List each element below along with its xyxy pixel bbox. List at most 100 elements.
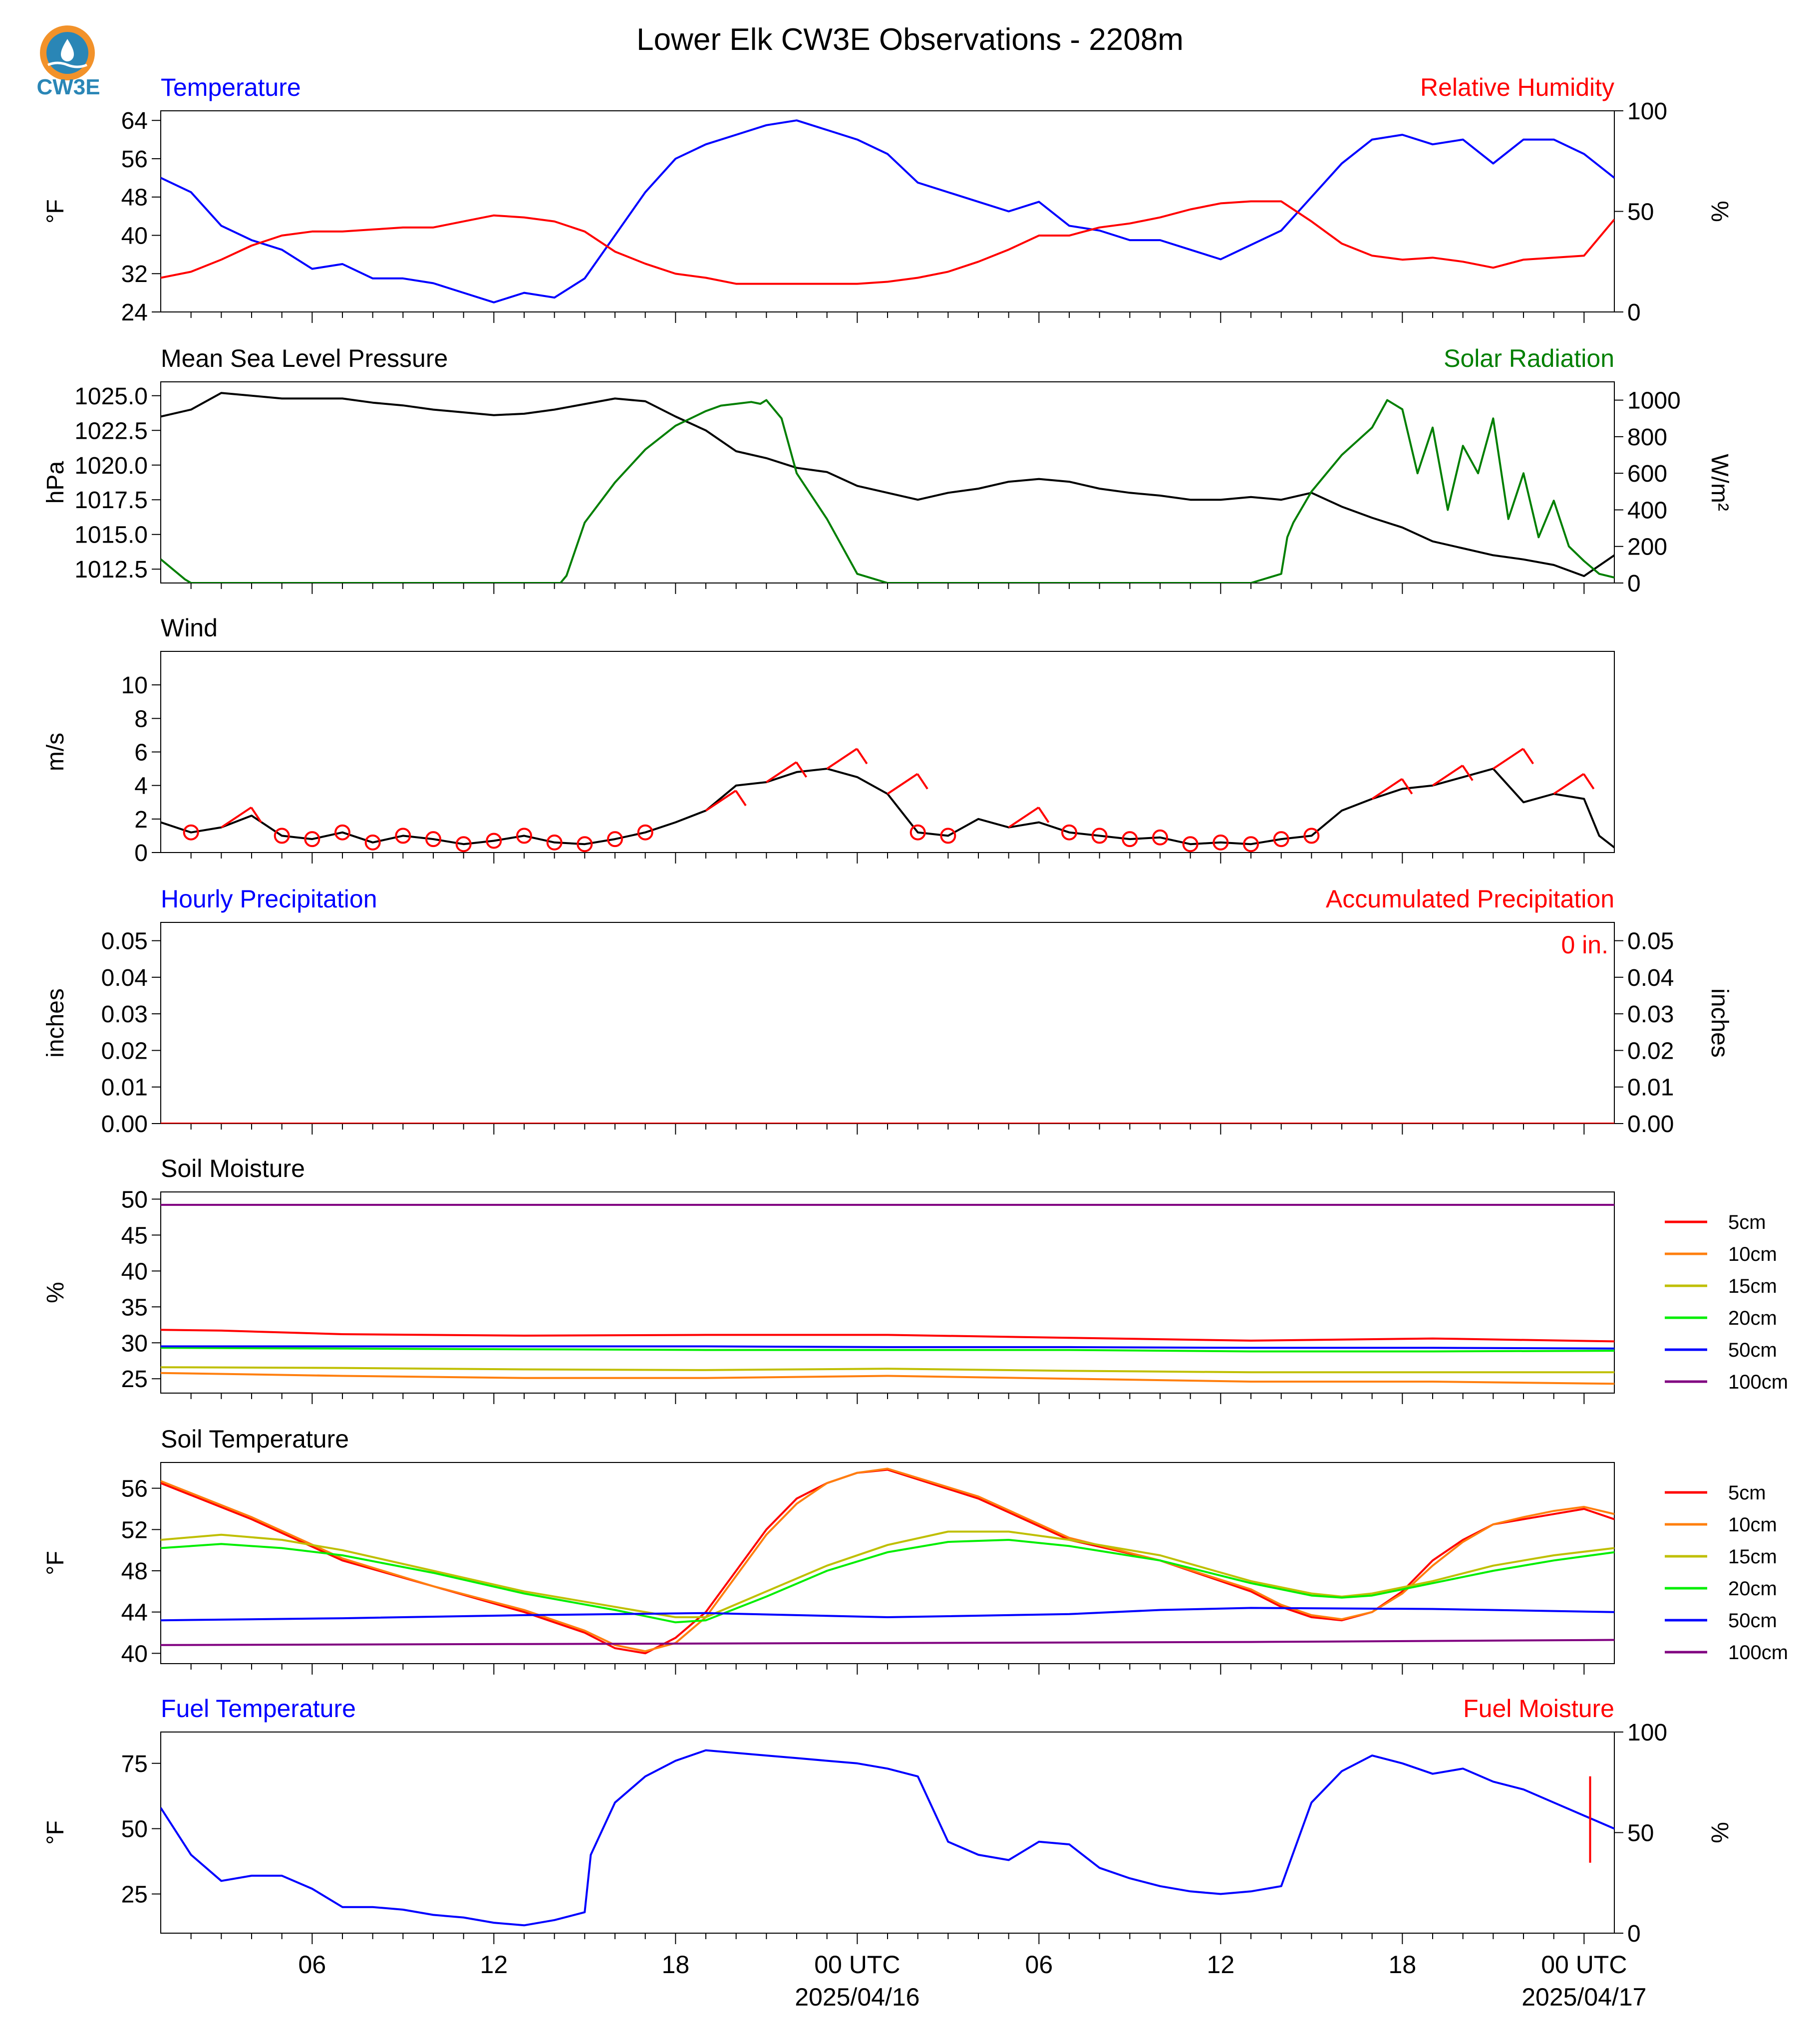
panel-frame bbox=[160, 651, 1615, 853]
wind-calm-marker bbox=[304, 831, 320, 848]
series-group bbox=[161, 1203, 1614, 1385]
panel-1: 1012.5 1015.0 1017.5 1020.0 1022.5 1025.0 0 200… bbox=[42, 344, 1733, 597]
y-axis-label: °F bbox=[42, 199, 69, 224]
y-tick-label: 1015.0 bbox=[74, 522, 148, 549]
wind-calm-marker bbox=[1182, 836, 1199, 853]
wind-barb-flag bbox=[1462, 765, 1474, 781]
y-tick-label-right: 0 bbox=[1627, 299, 1641, 326]
panel-title-left: Soil Moisture bbox=[161, 1155, 305, 1182]
y-tick-label-right: 100 bbox=[1627, 98, 1667, 125]
x-tick-label: 18 bbox=[662, 1951, 690, 1979]
wind-calm-marker bbox=[607, 831, 623, 848]
y-tick-label: 10 bbox=[121, 672, 148, 699]
series-group bbox=[161, 1749, 1614, 1927]
wind-barb bbox=[1553, 773, 1584, 795]
panel-title-right: Solar Radiation bbox=[1444, 344, 1614, 372]
wind-calm-marker bbox=[1152, 829, 1168, 846]
panel-5: 40 44 48 52 56 °F Soil Temperature 5cm 10cm 15cm 2… bbox=[42, 1425, 1788, 1675]
y-tick-label-right: 0.05 bbox=[1627, 928, 1674, 955]
legend-label: 20cm bbox=[1728, 1578, 1777, 1600]
y-tick-label: 45 bbox=[121, 1222, 148, 1249]
wind-barb-flag bbox=[856, 748, 868, 765]
panel-title-left: Hourly Precipitation bbox=[161, 885, 377, 913]
wind-calm-marker bbox=[1213, 834, 1229, 851]
y-tick-label: 40 bbox=[121, 1641, 148, 1667]
x-date-label: 2025/04/17 bbox=[1521, 1983, 1646, 2011]
y-axis-label-right: W/m² bbox=[1706, 454, 1733, 511]
legend-label: 5cm bbox=[1728, 1482, 1766, 1504]
y-tick-label: 6 bbox=[134, 740, 148, 766]
wind-barb bbox=[1432, 765, 1464, 787]
panel-frame bbox=[160, 381, 1615, 583]
wind-calm-marker bbox=[577, 836, 593, 853]
accum-precip-value: 0 in. bbox=[1561, 931, 1608, 959]
y-axis-label-right: % bbox=[1706, 201, 1733, 222]
logo-wave-icon bbox=[47, 61, 87, 68]
legend-label: 50cm bbox=[1728, 1339, 1777, 1361]
series-line-solar-radiation bbox=[161, 399, 1614, 583]
wind-calm-marker bbox=[1243, 836, 1259, 853]
y-tick-label-right: 400 bbox=[1627, 497, 1667, 524]
y-tick-label: 2 bbox=[134, 807, 148, 833]
series-line-mean-sea-level-pressure bbox=[161, 392, 1614, 578]
y-tick-label: 56 bbox=[121, 1476, 148, 1502]
y-tick-label: 48 bbox=[121, 185, 148, 211]
panel-title-right: Relative Humidity bbox=[1420, 73, 1614, 101]
y-tick-label: 4 bbox=[134, 773, 148, 800]
wind-calm-marker bbox=[274, 828, 290, 844]
wind-calm-marker bbox=[1061, 824, 1077, 841]
wind-barb bbox=[887, 773, 918, 795]
wind-barb-flag bbox=[795, 761, 807, 778]
y-tick-label: 35 bbox=[121, 1294, 148, 1321]
wind-barb-flag bbox=[1522, 748, 1534, 765]
panel-6: 25 50 75 0 50 100 °F % Fuel Temperature Fuel Mois… bbox=[42, 1695, 1733, 1947]
y-tick-label-right: 800 bbox=[1627, 424, 1667, 451]
y-tick-label: 48 bbox=[121, 1558, 148, 1585]
y-tick-label: 40 bbox=[121, 1258, 148, 1285]
panel-frame bbox=[160, 922, 1615, 1124]
wind-barb bbox=[766, 761, 797, 783]
wind-calm-marker bbox=[395, 828, 411, 844]
y-tick-label-right: 0.04 bbox=[1627, 965, 1674, 991]
y-axis-label: °F bbox=[42, 1820, 69, 1845]
wind-calm-marker bbox=[183, 824, 199, 841]
y-axis-label: hPa bbox=[42, 461, 69, 504]
y-tick-label-right: 0 bbox=[1627, 571, 1641, 597]
y-tick-label-right: 0 bbox=[1627, 1921, 1641, 1947]
y-tick-label-right: 0.03 bbox=[1627, 1001, 1674, 1028]
y-tick-label: 40 bbox=[121, 223, 148, 249]
series-line-5cm bbox=[161, 1329, 1614, 1343]
y-tick-label: 50 bbox=[121, 1816, 148, 1843]
panel-4: 25 30 35 40 45 50% Soil Moisture 5cm 10cm 15cm 20c… bbox=[42, 1155, 1788, 1404]
wind-barb-flag bbox=[735, 790, 747, 807]
wind-calm-marker bbox=[516, 828, 532, 844]
wind-calm-marker bbox=[334, 824, 350, 841]
legend-label: 10cm bbox=[1728, 1243, 1777, 1265]
legend-label: 20cm bbox=[1728, 1307, 1777, 1329]
y-tick-label-right: 0.00 bbox=[1627, 1111, 1674, 1138]
y-tick-label: 44 bbox=[121, 1600, 148, 1626]
series-line-50cm bbox=[161, 1607, 1614, 1622]
y-tick-label: 0.00 bbox=[101, 1111, 148, 1138]
series-line-5cm bbox=[161, 1468, 1614, 1655]
wind-barb-flag bbox=[916, 773, 928, 790]
panel-title-left: Temperature bbox=[161, 73, 301, 101]
wind-barb bbox=[1371, 778, 1403, 800]
wind-calm-marker bbox=[1091, 828, 1108, 844]
panel-title-left: Wind bbox=[161, 614, 218, 642]
wind-barb bbox=[1493, 748, 1524, 770]
y-tick-label-right: 200 bbox=[1627, 534, 1667, 561]
wind-calm-marker bbox=[1122, 831, 1138, 848]
wind-calm-marker bbox=[425, 831, 441, 848]
wind-barbs bbox=[183, 748, 1595, 853]
series-line-20cm bbox=[161, 1347, 1614, 1353]
cw3e-logo bbox=[40, 25, 95, 80]
y-tick-label: 8 bbox=[134, 706, 148, 732]
y-tick-label: 0.05 bbox=[101, 928, 148, 955]
series-line-20cm bbox=[161, 1539, 1614, 1624]
series-line-100cm bbox=[161, 1639, 1614, 1646]
series-group bbox=[161, 1467, 1614, 1655]
wind-barb-flag bbox=[1038, 807, 1050, 823]
panel-title-right: Accumulated Precipitation bbox=[1326, 885, 1614, 913]
